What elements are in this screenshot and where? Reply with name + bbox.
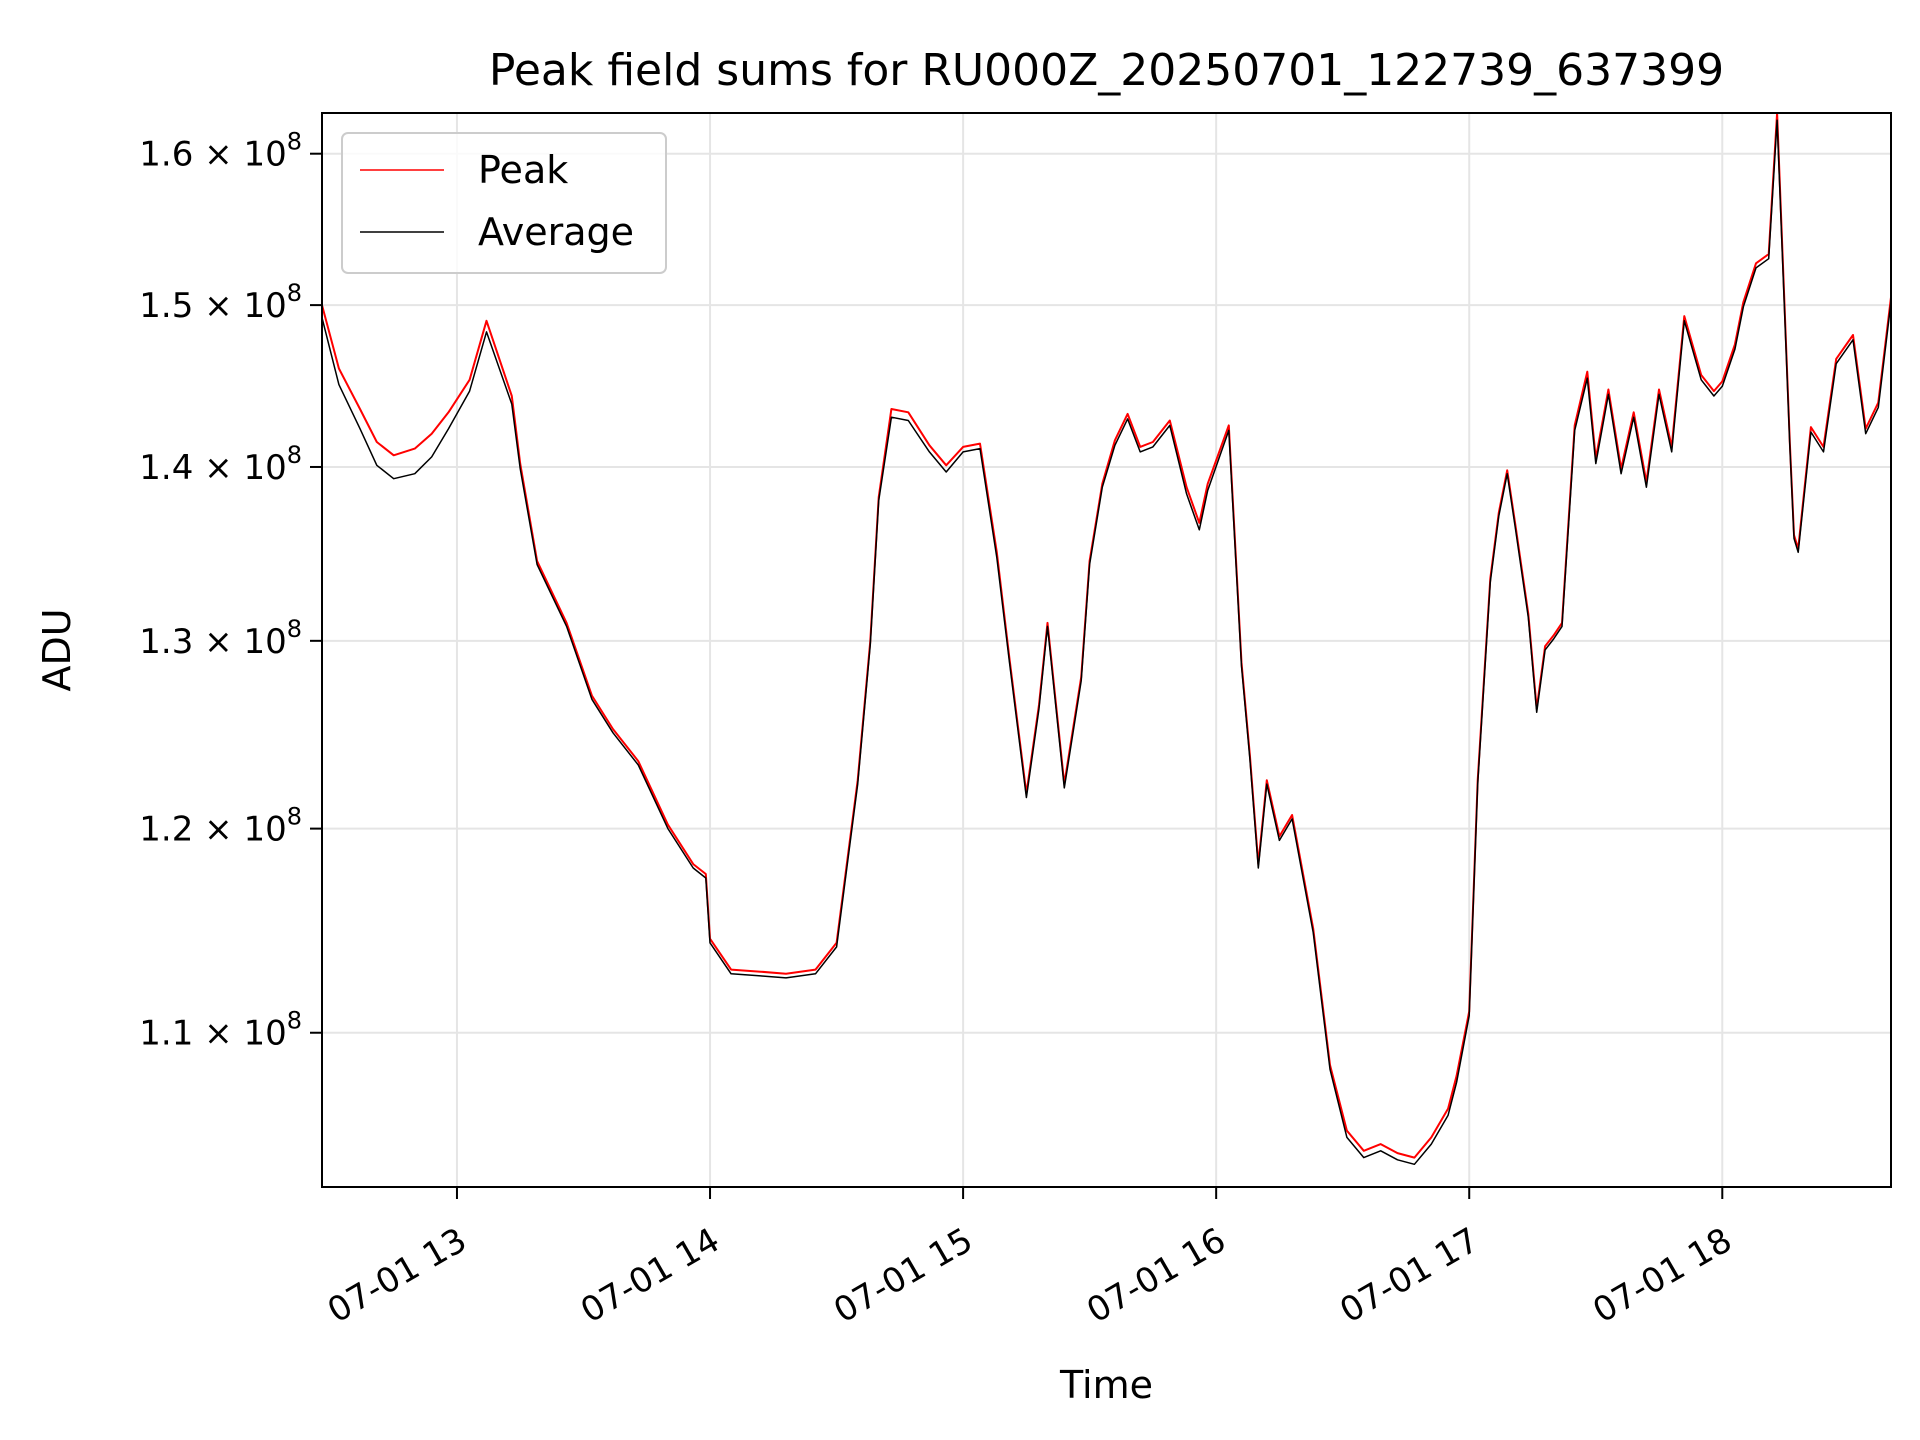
legend-box xyxy=(341,132,667,274)
chart-title: Peak field sums for RU000Z_20250701_1227… xyxy=(489,45,1724,96)
y-tick-label: 1.5 × 108 xyxy=(139,279,302,326)
y-tick-exponent: 8 xyxy=(287,128,302,156)
legend-label-average: Average xyxy=(478,210,634,254)
y-tick-multiplier: × 10 xyxy=(193,286,286,326)
y-tick-multiplier: × 10 xyxy=(193,448,286,488)
legend: Peak Average xyxy=(341,132,667,274)
y-tick-exponent: 8 xyxy=(287,615,302,643)
y-tick-exponent: 8 xyxy=(287,441,302,469)
y-tick-label: 1.3 × 108 xyxy=(139,615,302,662)
legend-label-peak: Peak xyxy=(478,148,568,192)
y-tick-label: 1.2 × 108 xyxy=(139,803,302,850)
y-tick-label: 1.4 × 108 xyxy=(139,441,302,488)
y-tick-mantissa: 1.5 xyxy=(139,286,193,326)
y-tick-mantissa: 1.3 xyxy=(139,622,193,662)
y-tick-multiplier: × 10 xyxy=(193,810,286,850)
y-tick-mantissa: 1.6 xyxy=(139,135,193,175)
y-tick-multiplier: × 10 xyxy=(193,135,286,175)
plot-frame xyxy=(321,112,1892,1188)
y-tick-mantissa: 1.2 xyxy=(139,810,193,850)
y-tick-multiplier: × 10 xyxy=(193,622,286,662)
y-tick-label: 1.6 × 108 xyxy=(139,128,302,175)
y-tick-mantissa: 1.1 xyxy=(139,1014,193,1054)
y-tick-multiplier: × 10 xyxy=(193,1014,286,1054)
y-tick-label: 1.1 × 108 xyxy=(139,1007,302,1054)
y-axis-label: ADU xyxy=(35,608,79,691)
y-tick-exponent: 8 xyxy=(287,1007,302,1035)
series-line-average xyxy=(321,119,1892,1166)
y-tick-exponent: 8 xyxy=(287,279,302,307)
series-lines xyxy=(321,112,1892,1166)
y-tick-exponent: 8 xyxy=(287,803,302,831)
y-tick-mantissa: 1.4 xyxy=(139,448,193,488)
x-axis-label: Time xyxy=(1059,1363,1153,1407)
